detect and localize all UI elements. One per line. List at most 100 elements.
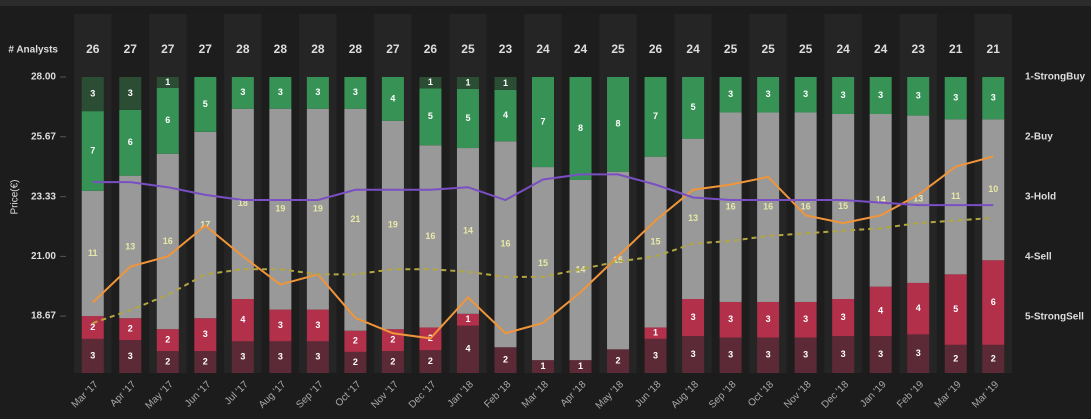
legend-label: 4-Sell: [1025, 252, 1052, 263]
segment-label: 3: [766, 89, 771, 99]
bar-segment: [794, 112, 817, 302]
bar-segment: [944, 119, 967, 275]
bar-segment: [306, 309, 329, 342]
segment-label: 2: [390, 356, 395, 366]
bar-segment: [456, 88, 479, 149]
segment-label: 1: [465, 314, 470, 324]
segment-label: 3: [766, 314, 771, 324]
segment-label: 3: [953, 93, 958, 103]
y-tick-label: 18.67: [31, 311, 56, 322]
bar-segment: [832, 77, 855, 114]
bar-segment: [832, 299, 855, 336]
segment-label: 7: [540, 116, 545, 126]
segment-label: 3: [240, 352, 245, 362]
segment-label: 7: [90, 145, 95, 155]
bar-segment: [269, 108, 292, 310]
bar-segment: [456, 325, 479, 373]
x-tick-label: Jul '17: [223, 379, 251, 407]
segment-label: 6: [991, 297, 996, 307]
bar-segment: [419, 350, 442, 373]
line: [92, 173, 994, 207]
bar-segment: [757, 337, 780, 373]
bar-segment: [81, 190, 104, 317]
segment-label: 4: [878, 306, 883, 316]
bar-segment: [419, 88, 442, 146]
segment-label: 16: [726, 202, 736, 212]
segment-label: 18: [238, 198, 248, 208]
bar-segment: [869, 336, 892, 373]
segment-label: 14: [876, 195, 886, 205]
segment-label: 3: [916, 91, 921, 101]
x-tick-label: Aug '18: [670, 379, 702, 411]
bar-segment: [682, 299, 705, 336]
segment-label: 3: [278, 320, 283, 330]
segment-label: 3: [315, 352, 320, 362]
analysts-label: # Analysts: [8, 45, 58, 56]
segment-label: 16: [163, 236, 173, 246]
analyst-count: 24: [874, 42, 888, 56]
analyst-count: 27: [124, 42, 138, 56]
analyst-count: 24: [574, 42, 588, 56]
segment-label: 6: [128, 137, 133, 147]
bar-segment: [644, 156, 667, 328]
segment-label: 1: [165, 77, 170, 87]
analyst-count: 27: [199, 42, 213, 56]
segment-label: 4: [465, 344, 470, 354]
segment-label: 4: [916, 303, 921, 313]
analyst-count: 24: [836, 42, 850, 56]
segment-label: 3: [766, 350, 771, 360]
bar-segment: [532, 77, 554, 168]
x-tick-label: Sep '18: [707, 379, 739, 411]
bar-segment: [982, 344, 1005, 373]
segment-label: 2: [616, 356, 621, 366]
y-tick-label: 25.67: [31, 131, 56, 142]
segment-label: 3: [878, 90, 883, 100]
segment-label: 21: [350, 214, 360, 224]
segment-label: 19: [388, 219, 398, 229]
segment-label: 3: [128, 88, 133, 98]
segment-label: 13: [688, 213, 698, 223]
bar-segment: [607, 77, 630, 172]
line: [92, 155, 994, 340]
bar-segment: [156, 77, 179, 88]
segment-label: 19: [275, 204, 285, 214]
analyst-count: 21: [987, 42, 1001, 56]
segment-label: 2: [165, 356, 170, 366]
bar-segment: [306, 77, 329, 109]
segment-label: 3: [878, 349, 883, 359]
bar-segment: [532, 167, 554, 361]
x-tick-label: Dec '18: [820, 379, 852, 411]
bar-segment: [794, 301, 817, 338]
segment-label: 3: [278, 87, 283, 97]
bar-segment: [757, 301, 780, 338]
bar-segment: [119, 318, 142, 341]
bar-segment: [419, 145, 442, 328]
bar-segment: [344, 351, 367, 373]
bar-segment: [569, 360, 592, 373]
bar-segment: [644, 338, 667, 373]
bar-segment: [381, 120, 404, 330]
segment-label: 2: [203, 356, 208, 366]
bar-segment: [869, 286, 892, 336]
bar-segment: [231, 299, 254, 342]
segment-label: 3: [841, 312, 846, 322]
x-tick-label: Apr '17: [108, 379, 138, 409]
bar-segment: [269, 341, 292, 373]
x-tick-label: Jun '17: [183, 379, 214, 410]
segment-label: 3: [728, 314, 733, 324]
bar-segment: [794, 77, 817, 113]
segment-label: 16: [425, 231, 435, 241]
analyst-count: 25: [611, 42, 625, 56]
segment-label: 11: [951, 191, 961, 201]
bar-segment: [456, 313, 479, 326]
segment-label: 2: [953, 353, 958, 363]
bar-segment: [682, 336, 705, 373]
bar-segment: [757, 77, 780, 113]
bar-segment: [119, 109, 142, 176]
bar-segment: [569, 77, 592, 180]
analyst-count: 21: [949, 42, 963, 56]
analyst-count: 24: [536, 42, 550, 56]
bar-segment: [719, 77, 742, 113]
bar-segment: [719, 112, 742, 302]
